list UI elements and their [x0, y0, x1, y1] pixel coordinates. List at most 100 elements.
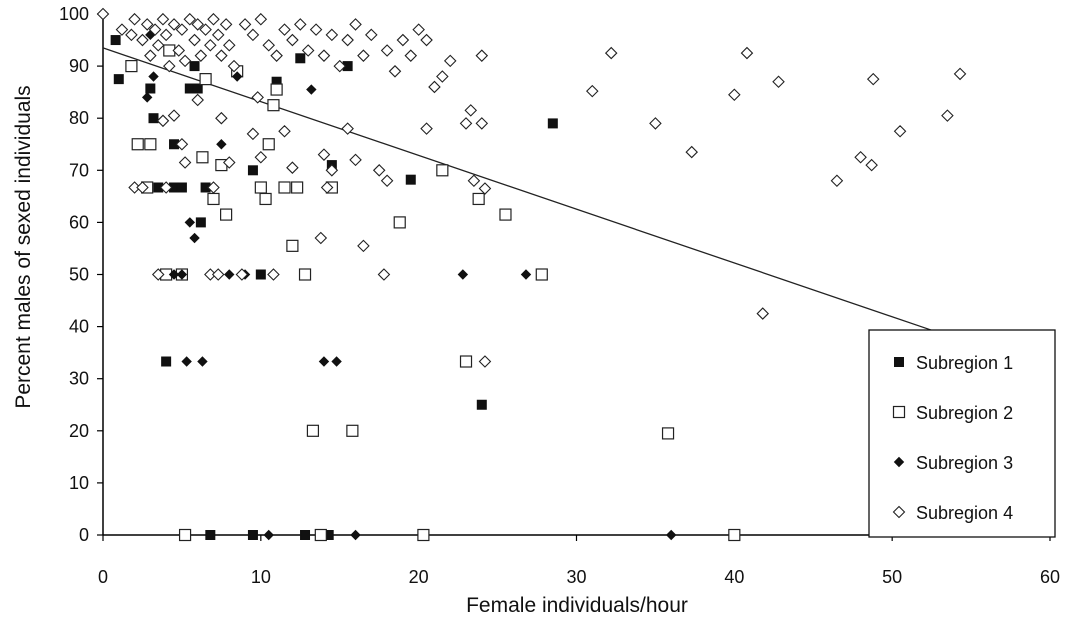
data-point — [301, 44, 315, 57]
data-point — [294, 18, 307, 31]
data-point — [113, 74, 124, 85]
x-tick-label: 40 — [724, 567, 744, 587]
data-point — [306, 424, 320, 437]
y-tick-label: 100 — [59, 4, 89, 24]
data-point — [219, 18, 233, 31]
data-point — [191, 93, 204, 107]
data-point — [254, 181, 267, 194]
data-point — [220, 208, 233, 221]
y-tick-label: 90 — [69, 56, 89, 76]
data-point — [196, 151, 209, 164]
data-point — [349, 18, 362, 31]
data-point — [246, 127, 260, 141]
data-point — [325, 28, 339, 42]
data-point — [144, 138, 157, 151]
data-point — [267, 99, 280, 112]
data-point — [235, 268, 249, 281]
data-point — [136, 181, 149, 194]
y-tick-label: 80 — [69, 108, 89, 128]
data-point — [475, 49, 489, 62]
data-point — [286, 33, 299, 47]
data-point — [263, 529, 274, 541]
data-point — [125, 28, 138, 42]
legend-label: Subregion 1 — [916, 353, 1013, 373]
data-point — [178, 156, 192, 169]
data-point — [499, 208, 512, 221]
data-point — [350, 529, 361, 541]
data-point — [167, 109, 181, 122]
y-tick-label: 0 — [79, 525, 89, 545]
data-point — [131, 138, 144, 151]
data-point — [380, 44, 394, 57]
data-point — [665, 529, 677, 541]
x-tick-label: 60 — [1040, 567, 1060, 587]
data-point — [163, 59, 176, 73]
data-point — [586, 84, 599, 98]
legend-marker — [894, 357, 904, 367]
data-point — [298, 268, 312, 281]
data-point — [254, 12, 268, 26]
data-point — [145, 83, 156, 94]
data-point — [295, 53, 306, 64]
data-point — [740, 46, 754, 60]
data-point — [278, 124, 291, 138]
trendline-group — [102, 47, 937, 333]
data-point — [141, 92, 153, 103]
data-point — [115, 23, 129, 36]
data-point — [286, 161, 299, 174]
x-tick-label: 0 — [98, 567, 108, 587]
data-point — [341, 122, 354, 135]
data-point — [893, 124, 907, 138]
data-point — [215, 49, 228, 62]
data-point — [314, 528, 327, 542]
data-point — [865, 158, 878, 172]
data-point — [306, 84, 317, 95]
data-point — [246, 28, 260, 42]
trendline — [102, 47, 937, 333]
data-point — [136, 33, 149, 47]
data-point — [204, 38, 217, 52]
y-tick-label: 10 — [69, 473, 89, 493]
data-point — [194, 49, 208, 62]
data-point — [365, 28, 378, 42]
data-point — [247, 165, 258, 176]
data-point — [231, 71, 243, 82]
data-point — [267, 268, 280, 281]
x-tick-label: 20 — [409, 567, 429, 587]
data-point — [211, 28, 225, 42]
data-point — [286, 239, 299, 252]
data-point — [199, 73, 212, 86]
data-point — [443, 54, 457, 68]
data-point — [300, 530, 311, 540]
data-point — [685, 145, 698, 159]
data-point — [176, 182, 187, 193]
data-point — [144, 49, 157, 62]
data-point — [341, 33, 354, 47]
data-point — [866, 72, 880, 86]
data-point — [211, 268, 225, 281]
data-point — [192, 83, 203, 94]
data-point — [941, 109, 954, 122]
data-point — [467, 174, 481, 187]
legend-marker — [893, 456, 905, 468]
data-point — [172, 44, 186, 57]
data-point — [309, 23, 323, 36]
series-1 — [110, 35, 558, 540]
data-point — [372, 164, 386, 177]
data-point — [535, 268, 548, 281]
data-point — [151, 268, 165, 281]
data-point — [156, 114, 170, 128]
data-point — [393, 216, 406, 229]
data-point — [227, 59, 241, 73]
data-point — [207, 181, 220, 194]
data-point — [278, 23, 291, 36]
data-point — [314, 231, 328, 245]
data-point — [189, 61, 200, 72]
data-point — [478, 182, 492, 195]
data-point — [459, 117, 473, 130]
data-point — [262, 38, 276, 52]
data-point — [357, 49, 370, 62]
series-4 — [96, 7, 967, 368]
series-3 — [141, 29, 677, 541]
series-2 — [125, 44, 741, 542]
